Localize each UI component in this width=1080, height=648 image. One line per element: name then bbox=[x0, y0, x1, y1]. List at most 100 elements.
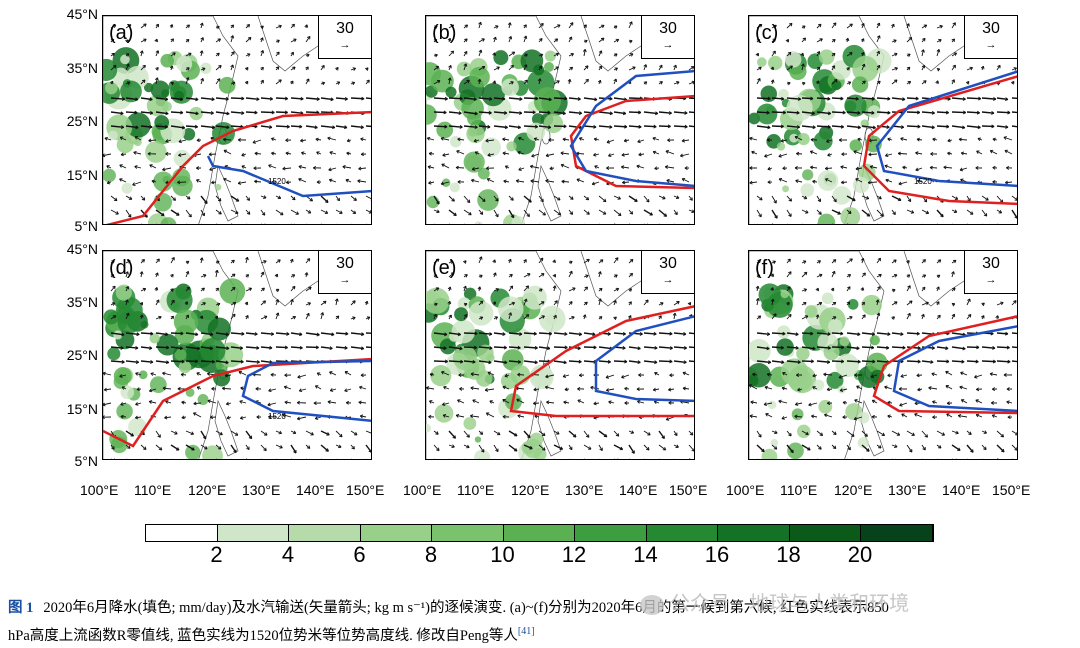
vector-arrow bbox=[246, 459, 254, 460]
precip-cell bbox=[454, 307, 468, 321]
vector-arrow bbox=[877, 112, 890, 113]
precip-cell bbox=[116, 284, 132, 300]
vector-arrow bbox=[659, 210, 667, 216]
vector-arrow bbox=[997, 224, 1002, 225]
vector-arrow bbox=[434, 224, 438, 225]
vector-arrow bbox=[201, 361, 215, 362]
contour-label: 1520 bbox=[268, 412, 286, 421]
precip-cell bbox=[151, 81, 170, 100]
vector-arrow bbox=[757, 459, 761, 460]
vector-arrow bbox=[366, 224, 372, 225]
vector-arrow bbox=[817, 459, 824, 460]
lon-label: 130°E bbox=[565, 482, 603, 498]
arrow-head bbox=[371, 432, 372, 435]
vector-arrow bbox=[847, 459, 851, 460]
precip-cell bbox=[777, 142, 785, 150]
vector-arrow bbox=[231, 459, 236, 460]
vector-arrow bbox=[997, 445, 1004, 452]
citation-link[interactable]: [41] bbox=[518, 626, 535, 637]
lon-label: 130°E bbox=[242, 482, 280, 498]
arrow-head bbox=[879, 224, 882, 225]
vector-arrow bbox=[449, 224, 456, 225]
vector-arrow bbox=[629, 459, 636, 460]
vector-arrow bbox=[832, 224, 838, 225]
lon-label: 140°E bbox=[296, 482, 334, 498]
precip-cell bbox=[822, 292, 834, 304]
vector-arrow bbox=[449, 98, 462, 99]
vector-arrow bbox=[689, 126, 695, 127]
panel-label: (a) bbox=[109, 22, 133, 45]
vector-arrow bbox=[937, 459, 942, 460]
vector-arrow bbox=[539, 224, 545, 225]
vector-arrow bbox=[366, 126, 372, 127]
reference-vector-box: 30 → bbox=[964, 16, 1017, 59]
precip-cell bbox=[174, 150, 191, 167]
vector-arrow bbox=[141, 459, 146, 460]
colorbar-tick-label: 4 bbox=[268, 542, 308, 568]
lon-label: 100°E bbox=[403, 482, 441, 498]
vector-arrow bbox=[862, 361, 875, 362]
vector-arrow bbox=[1012, 361, 1018, 362]
vector-arrow bbox=[464, 333, 477, 334]
vector-arrow bbox=[464, 347, 477, 348]
precip-cell bbox=[506, 141, 516, 151]
vector-arrow bbox=[937, 112, 949, 113]
vector-arrow bbox=[952, 224, 958, 225]
precip-cell bbox=[185, 445, 200, 460]
precip-cell bbox=[757, 57, 767, 67]
vector-arrow bbox=[1012, 431, 1018, 435]
vector-arrow bbox=[832, 361, 844, 362]
contour-label: 1520 bbox=[914, 177, 932, 186]
vector-arrow bbox=[689, 361, 695, 362]
vector-arrow bbox=[967, 112, 980, 113]
precip-cell bbox=[464, 151, 485, 172]
vector-arrow bbox=[351, 98, 364, 99]
precip-cell bbox=[436, 122, 453, 139]
vector-arrow bbox=[321, 445, 328, 451]
vector-arrow bbox=[802, 224, 807, 225]
lon-label: 120°E bbox=[188, 482, 226, 498]
precip-cell bbox=[802, 169, 813, 180]
panel-label: (e) bbox=[432, 257, 456, 280]
vector-arrow bbox=[997, 196, 1003, 203]
precip-cell bbox=[533, 64, 544, 75]
reference-vector-box: 30 → bbox=[318, 251, 371, 294]
vector-arrow bbox=[366, 196, 372, 200]
vector-arrow bbox=[614, 126, 627, 127]
arrow-head bbox=[774, 459, 777, 460]
reference-vector-value: 30 bbox=[642, 254, 694, 274]
vector-arrow bbox=[494, 459, 497, 460]
panel-f: (f) 30 → bbox=[748, 250, 1018, 460]
arrow-head bbox=[999, 224, 1002, 225]
precip-cell bbox=[853, 177, 869, 193]
vector-arrow bbox=[246, 431, 252, 439]
vector-arrow bbox=[967, 361, 978, 362]
precip-cell bbox=[539, 306, 566, 333]
arrow-head bbox=[264, 224, 267, 225]
lon-label: 140°E bbox=[619, 482, 657, 498]
arrow-head bbox=[144, 224, 147, 225]
vector-arrow bbox=[171, 224, 176, 225]
vector-arrow bbox=[787, 224, 792, 225]
vector-arrow bbox=[171, 459, 174, 460]
vector-arrow bbox=[539, 333, 552, 334]
lat-label: 35°N bbox=[40, 294, 98, 310]
vector-arrow bbox=[464, 224, 470, 225]
precip-cell bbox=[836, 354, 859, 377]
vector-arrow bbox=[111, 459, 116, 460]
vector-arrow bbox=[629, 112, 641, 113]
colorbar-tick-label: 8 bbox=[411, 542, 451, 568]
arrow-head bbox=[308, 459, 311, 460]
vector-arrow bbox=[306, 112, 319, 113]
vector-arrow bbox=[674, 224, 679, 225]
vector-arrow bbox=[659, 333, 672, 334]
panel-label: (b) bbox=[432, 22, 456, 45]
vector-arrow bbox=[644, 126, 656, 127]
vector-arrow bbox=[937, 126, 949, 127]
arrow-head bbox=[661, 459, 664, 460]
precip-cell bbox=[544, 62, 554, 72]
vector-arrow bbox=[216, 459, 224, 460]
precip-cell bbox=[544, 114, 563, 133]
lon-label: 140°E bbox=[942, 482, 980, 498]
vector-arrow bbox=[449, 361, 463, 362]
